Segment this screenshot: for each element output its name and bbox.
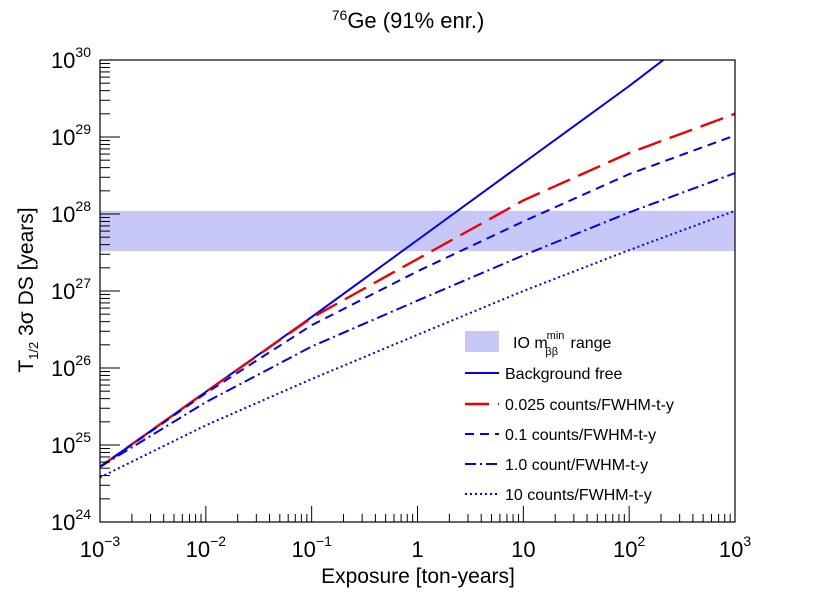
x-tick-label: 10−2 (186, 533, 227, 562)
x-axis-title: Exposure [ton-years] (321, 565, 515, 588)
series-line-1 (100, 112, 735, 468)
x-tick-label: 1 (411, 537, 423, 562)
axes-layer (99, 59, 736, 523)
legend-band-sub: ββ (545, 346, 558, 358)
y-tick-label: 1029 (51, 121, 91, 150)
plot-frame (99, 59, 736, 523)
x-tick-label-exp: −3 (104, 533, 120, 549)
legend-band-main: IO m (513, 335, 548, 352)
x-tick-label-exp: 3 (743, 533, 751, 549)
legend-label-band: IO mmin ββ range (513, 330, 612, 358)
x-tick-label-base: 10 (291, 537, 315, 562)
legend-label-3: 1.0 count/FWHM-t-y (505, 457, 648, 474)
legend-band-rest: range (566, 335, 611, 352)
io-band (100, 210, 735, 252)
x-tick-label-exp: 2 (638, 533, 646, 549)
legend-band-sup: min (547, 330, 565, 342)
x-tick-label: 103 (719, 533, 751, 562)
legend-label-1: 0.025 counts/FWHM-t-y (505, 397, 674, 414)
x-tick-label-base: 10 (80, 537, 104, 562)
y-tick-label: 1028 (51, 198, 91, 227)
y-tick-label-base: 10 (51, 356, 75, 381)
y-tick-label: 1030 (51, 44, 91, 73)
y-tick-label-base: 10 (51, 202, 75, 227)
legend-label-2: 0.1 counts/FWHM-t-y (505, 427, 656, 444)
y-tick-label: 1027 (51, 275, 91, 304)
series-layer (100, 60, 735, 479)
x-tick-label-base: 10 (186, 537, 210, 562)
y-tick-label-exp: 26 (75, 352, 91, 368)
y-tick-label-exp: 28 (75, 198, 91, 214)
y-tick-label: 1026 (51, 352, 91, 381)
x-tick-label-exp: −2 (210, 533, 226, 549)
x-tick-labels: 10−3 10−2 10−1 1 10 102 103 (80, 533, 752, 562)
y-tick-label-exp: 30 (75, 44, 91, 60)
x-tick-label: 10−1 (291, 533, 332, 562)
series-line-3 (100, 172, 735, 468)
x-tick-label-base: 1 (411, 537, 423, 562)
x-tick-label: 10−3 (80, 533, 121, 562)
y-tick-label-base: 10 (51, 125, 75, 150)
x-tick-label-base: 10 (719, 537, 743, 562)
chart-title: 76Ge (91% enr.) (332, 7, 485, 33)
x-tick-label-base: 10 (613, 537, 637, 562)
x-tick-label: 102 (613, 533, 645, 562)
y-axis-title: T1/2 3σ DS [years] (15, 207, 41, 372)
series-line-2 (100, 134, 735, 468)
legend-label-0: Background free (505, 366, 623, 383)
y-tick-label-base: 10 (51, 433, 75, 458)
y-tick-label-base: 10 (51, 279, 75, 304)
y-tick-label: 1024 (51, 506, 91, 535)
y-tick-label-exp: 24 (75, 506, 91, 522)
y-tick-label: 1025 (51, 429, 91, 458)
y-tick-label-exp: 25 (75, 429, 91, 445)
series-line-0 (100, 60, 664, 468)
x-tick-label-exp: −1 (316, 533, 332, 549)
x-tick-label: 10 (511, 537, 535, 562)
band-layer (100, 210, 735, 252)
y-tick-label-base: 10 (51, 510, 75, 535)
legend-swatch-band (465, 331, 499, 352)
y-tick-label-base: 10 (51, 48, 75, 73)
y-tick-label-exp: 29 (75, 121, 91, 137)
series-line-4 (100, 209, 735, 479)
y-tick-label-exp: 27 (75, 275, 91, 291)
legend: IO mmin ββ range Background free 0.025 coun… (465, 330, 674, 504)
x-tick-label-base: 10 (511, 537, 535, 562)
legend-label-4: 10 counts/FWHM-t-y (505, 487, 652, 504)
